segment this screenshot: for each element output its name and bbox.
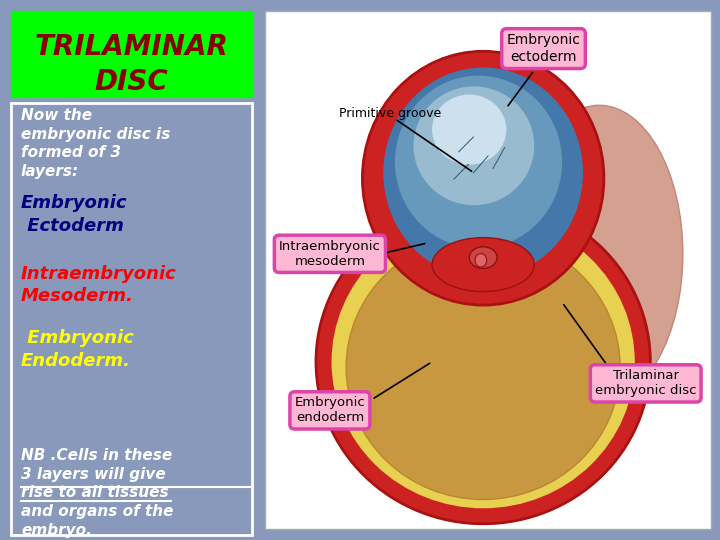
Text: TRILAMINAR: TRILAMINAR — [35, 33, 228, 61]
Ellipse shape — [383, 68, 583, 278]
Text: Now the
embryonic disc is
formed of 3
layers:: Now the embryonic disc is formed of 3 la… — [21, 108, 171, 179]
Ellipse shape — [316, 200, 650, 524]
Text: Intraembryonic
Mesoderm.: Intraembryonic Mesoderm. — [21, 265, 177, 305]
Text: NB .Cells in these
3 layers will give
rise to all tissues
and organs of the
embr: NB .Cells in these 3 layers will give ri… — [21, 448, 174, 538]
Ellipse shape — [516, 105, 683, 402]
FancyBboxPatch shape — [11, 11, 252, 97]
Text: DISC: DISC — [94, 68, 168, 96]
Text: Intraembryonic
mesoderm: Intraembryonic mesoderm — [279, 240, 381, 268]
Ellipse shape — [432, 94, 506, 165]
Ellipse shape — [413, 86, 534, 205]
Ellipse shape — [346, 235, 620, 500]
Text: Embryonic
endoderm: Embryonic endoderm — [294, 396, 365, 424]
Ellipse shape — [469, 247, 497, 268]
FancyBboxPatch shape — [11, 103, 252, 535]
Text: Embryonic
 Ectoderm: Embryonic Ectoderm — [21, 194, 127, 234]
Text: Primitive groove: Primitive groove — [339, 107, 441, 120]
Text: Trilaminar
embryonic disc: Trilaminar embryonic disc — [595, 369, 696, 397]
FancyBboxPatch shape — [265, 11, 711, 529]
Text: Embryonic
ectoderm: Embryonic ectoderm — [507, 33, 580, 64]
Ellipse shape — [395, 76, 562, 248]
Ellipse shape — [362, 51, 604, 305]
Ellipse shape — [332, 216, 634, 508]
Ellipse shape — [475, 253, 487, 267]
Text: Embryonic
Endoderm.: Embryonic Endoderm. — [21, 329, 134, 369]
Ellipse shape — [432, 238, 534, 292]
